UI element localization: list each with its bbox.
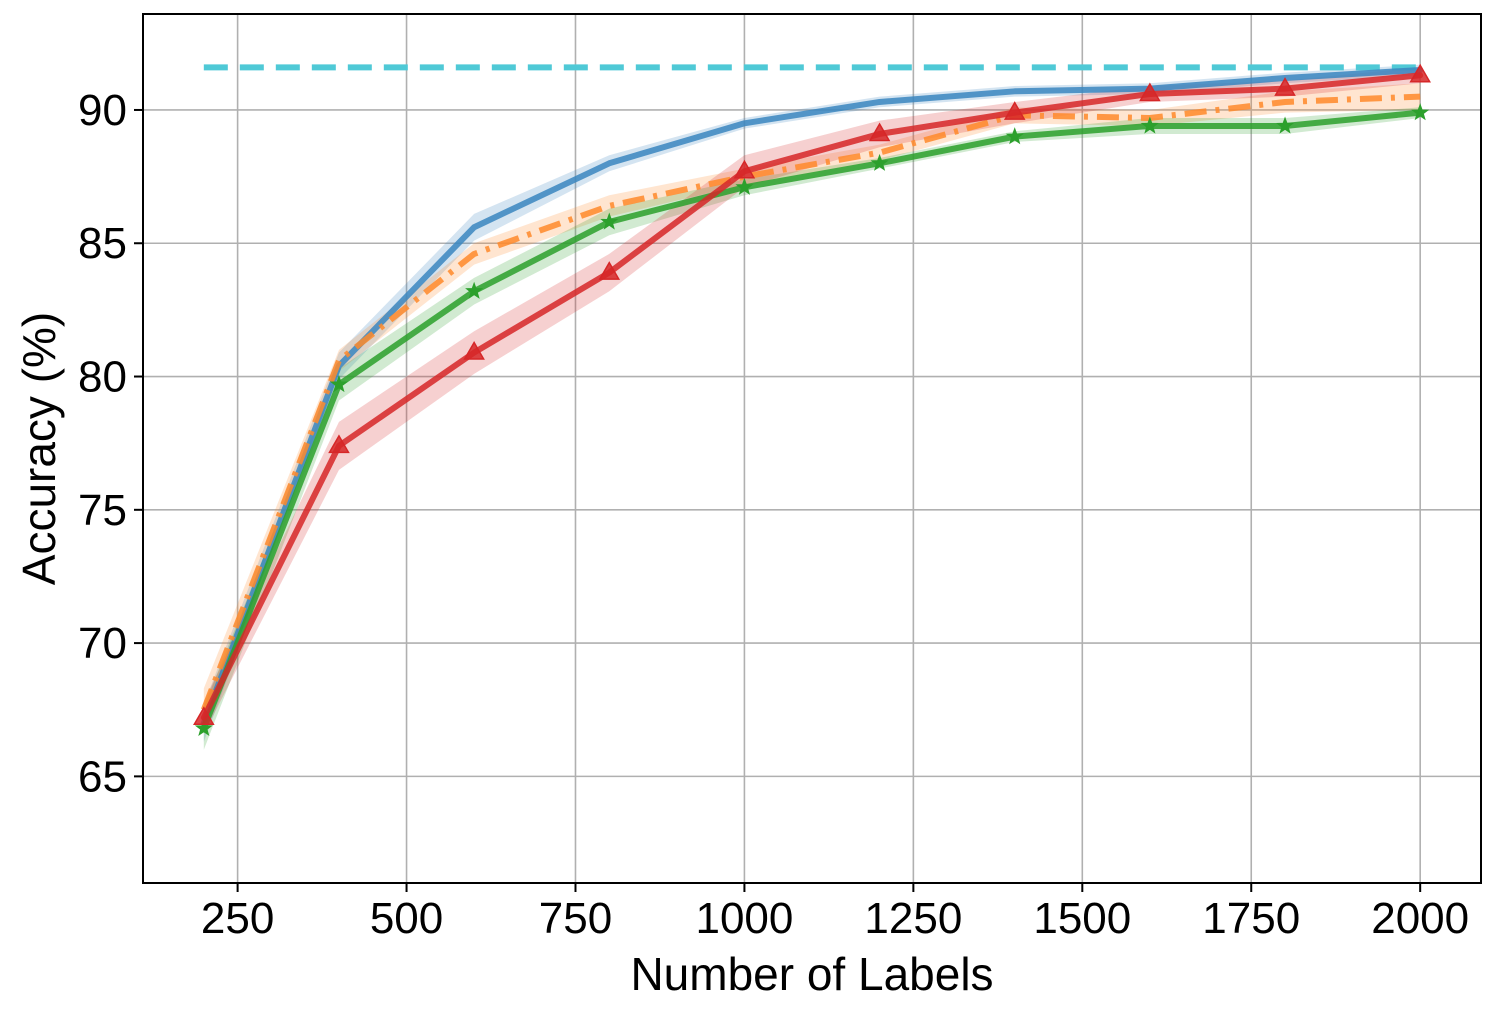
series-2-point-5 — [870, 153, 889, 171]
series-3-point-2 — [463, 341, 485, 360]
x-tick-label-750: 750 — [539, 894, 612, 943]
series-1-line — [201, 93, 1421, 711]
y-tick-label-65: 65 — [78, 752, 127, 801]
series-3-point-7 — [1139, 82, 1161, 102]
series-2-line — [200, 109, 1424, 732]
series-3-line — [200, 72, 1424, 721]
series-2-point-9 — [1411, 103, 1430, 121]
series-3-point-6 — [1003, 101, 1026, 120]
series-3-point-8 — [1274, 77, 1296, 96]
series-3-point-1 — [328, 434, 350, 454]
axis-ticks: 250 500 750 1000 1250 1500 1750 2000 65 70 75 80 85 9… — [78, 86, 1469, 943]
series-3-point-9 — [1409, 63, 1431, 83]
series-2-point-0 — [194, 718, 213, 737]
series-2-point-6 — [1005, 127, 1024, 145]
x-tick-label-500: 500 — [370, 894, 443, 943]
x-tick-label-2000: 2000 — [1371, 894, 1469, 943]
x-tick-label-1750: 1750 — [1202, 894, 1300, 943]
x-tick-label-1250: 1250 — [864, 894, 962, 943]
x-tick-label-250: 250 — [201, 894, 274, 943]
x-tick-label-1500: 1500 — [1033, 894, 1131, 943]
y-tick-label-75: 75 — [78, 486, 127, 535]
x-axis-label: Number of Labels — [630, 948, 993, 1000]
plot-area-frame — [142, 13, 1482, 884]
series-markers — [193, 63, 1431, 737]
series-3-point-0 — [193, 706, 215, 725]
series-3-point-5 — [868, 122, 891, 142]
series-2-point-1 — [329, 375, 348, 393]
series-2-point-7 — [1140, 116, 1159, 134]
series-2-point-4 — [735, 177, 754, 195]
y-tick-label-80: 80 — [78, 353, 127, 402]
y-axis-label: Accuracy (%) — [13, 312, 65, 585]
x-tick-label-1000: 1000 — [695, 894, 793, 943]
y-tick-label-90: 90 — [78, 86, 127, 135]
series-2-point-8 — [1276, 116, 1295, 134]
y-tick-label-70: 70 — [78, 619, 127, 668]
series-2-point-3 — [600, 212, 619, 230]
series-2-band — [203, 107, 1421, 750]
series-1-band — [203, 83, 1421, 732]
confidence-bands — [203, 64, 1421, 750]
y-tick-label-85: 85 — [78, 219, 127, 268]
series-3-point-4 — [733, 159, 756, 179]
series-0-line — [200, 66, 1424, 727]
series-lines — [200, 66, 1424, 732]
series-2-point-2 — [465, 281, 484, 299]
series-3-point-3 — [598, 261, 621, 280]
